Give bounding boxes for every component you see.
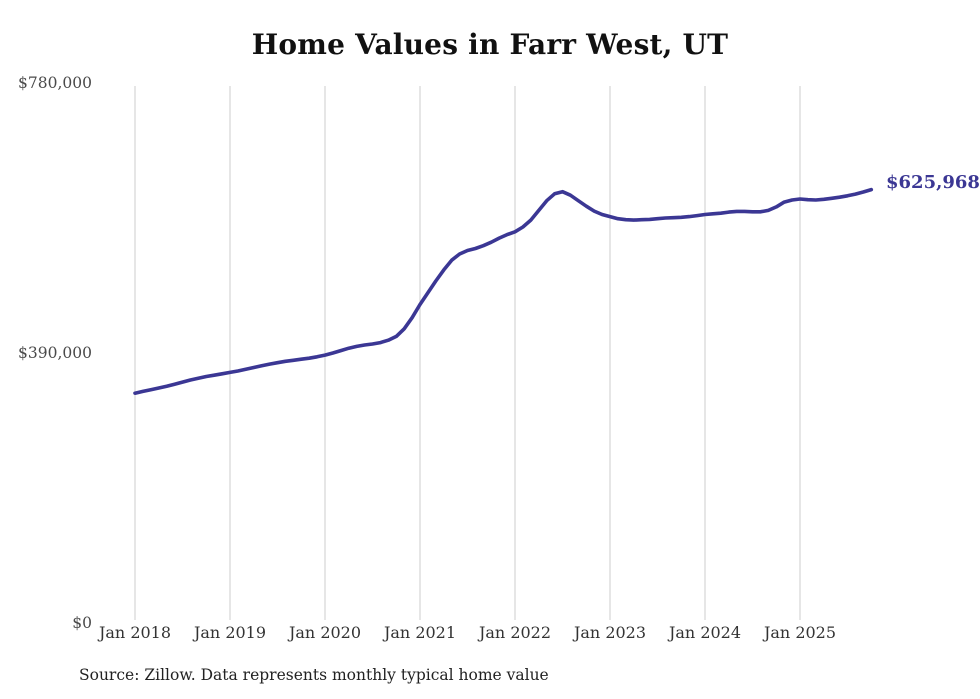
source-note: Source: Zillow. Data represents monthly … [79,666,549,684]
x-axis-tick-label: Jan 2018 [98,623,172,642]
x-axis-tick-label: Jan 2025 [763,623,837,642]
y-axis-tick-label: $780,000 [18,73,92,92]
series-end-value-label: $625,968 [886,172,980,193]
x-axis-tick-label: Jan 2019 [193,623,267,642]
y-axis-tick-label: $0 [72,613,92,632]
y-axis-tick-label: $390,000 [18,343,92,362]
x-axis-tick-label: Jan 2021 [383,623,457,642]
x-axis-tick-label: Jan 2023 [573,623,647,642]
x-axis-tick-label: Jan 2020 [288,623,362,642]
x-axis-tick-label: Jan 2022 [478,623,552,642]
home-value-line [133,187,874,395]
chart-title: Home Values in Farr West, UT [251,28,729,61]
x-axis-tick-label: Jan 2024 [668,623,742,642]
